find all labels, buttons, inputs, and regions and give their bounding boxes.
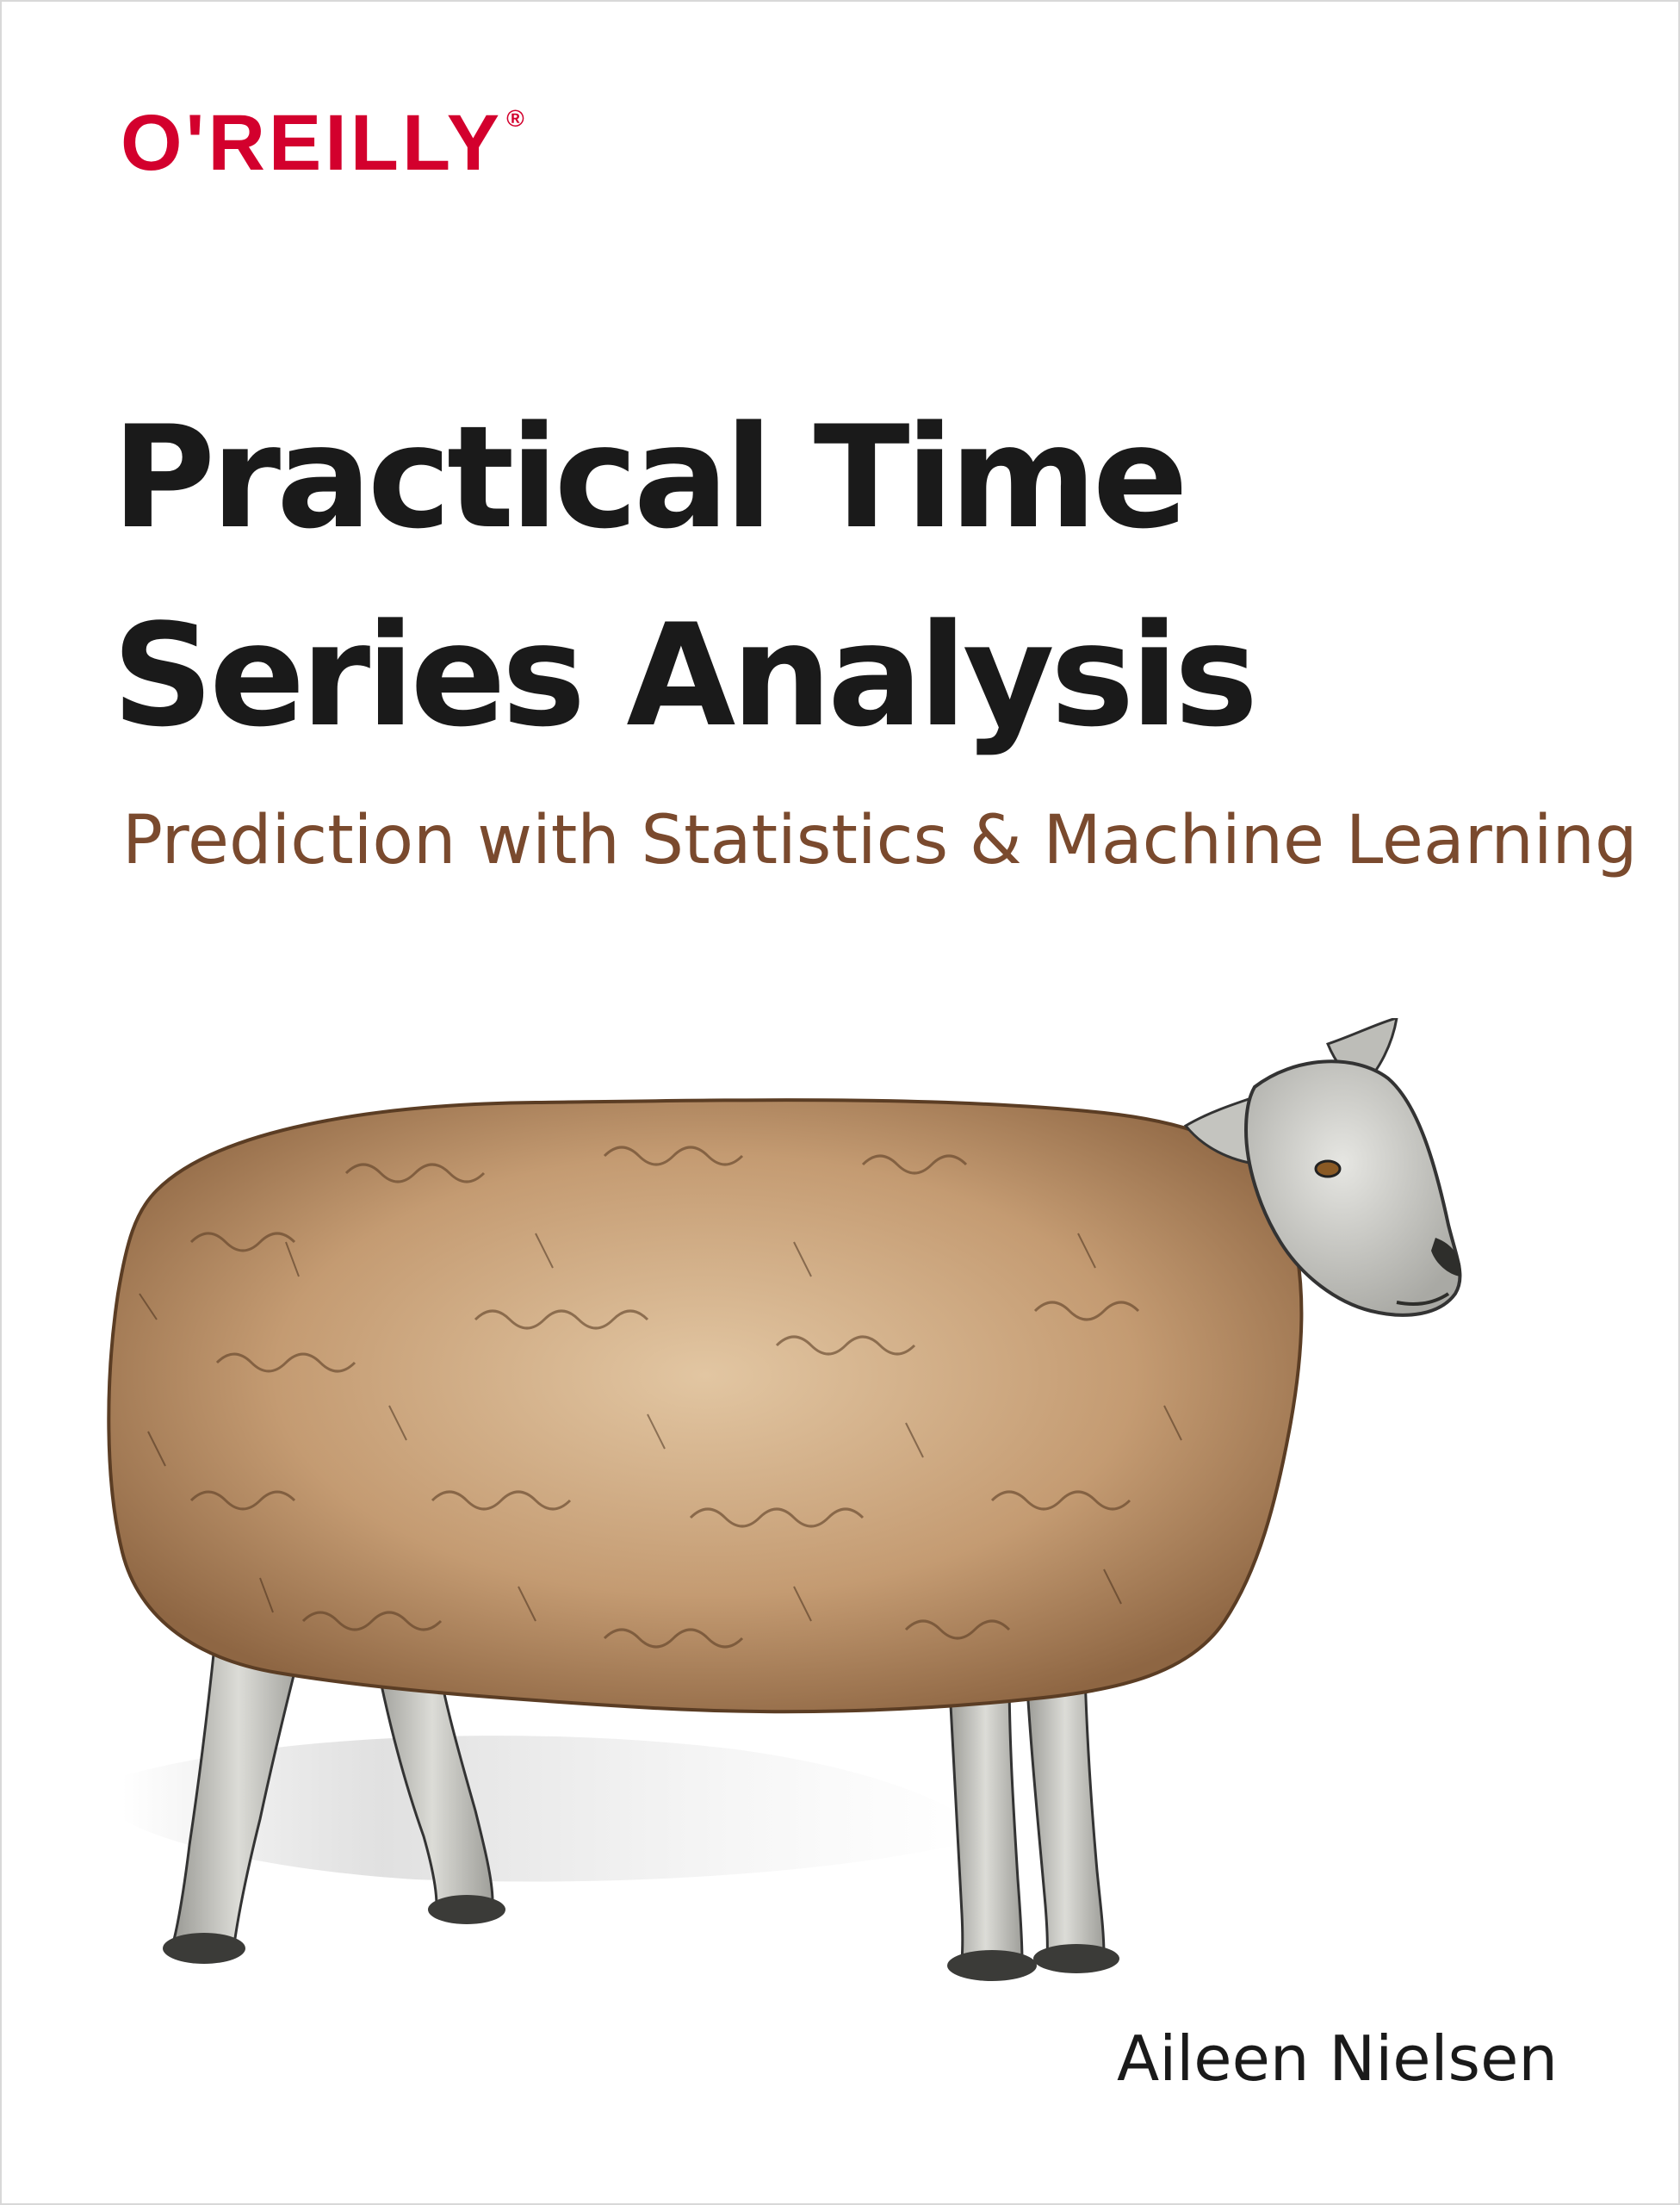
sheep-front-legs — [947, 1671, 1119, 1981]
registered-mark: ® — [506, 105, 528, 132]
sheep-wool-body — [107, 1098, 1304, 1714]
sheep-back-legs — [163, 1619, 505, 1964]
publisher-name: O'REILLY — [121, 99, 504, 187]
book-subtitle: Prediction with Statistics & Machine Lea… — [122, 802, 1638, 879]
title-line-1: Practical Time — [112, 395, 1188, 560]
book-title: Practical Time Series Analysis — [112, 379, 1627, 775]
sheep-head — [1183, 1018, 1462, 1317]
publisher-logo: O'REILLY ® — [121, 103, 524, 183]
sheep-shadow — [122, 1736, 992, 1882]
book-author: Aileen Nielsen — [1117, 2022, 1558, 2095]
sheep-nose — [1431, 1238, 1461, 1276]
sheep-illustration — [107, 1018, 1462, 1981]
sheep-eye — [1314, 1159, 1342, 1178]
title-line-2: Series Analysis — [112, 593, 1258, 758]
